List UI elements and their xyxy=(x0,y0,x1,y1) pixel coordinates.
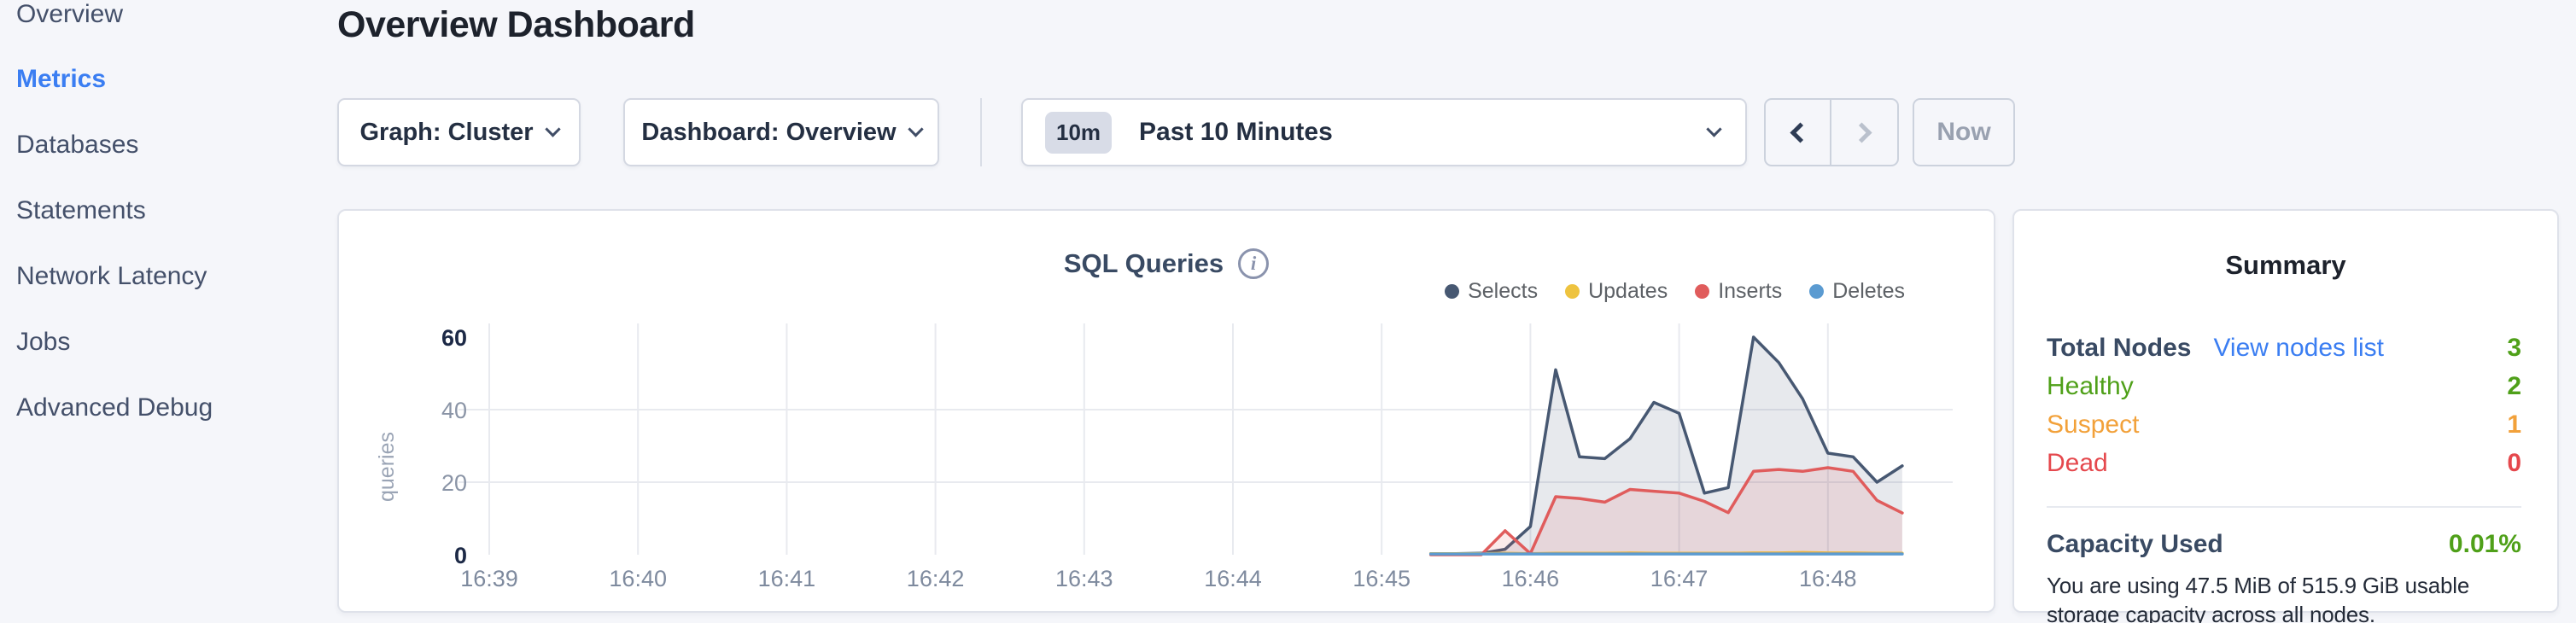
x-tick-label: 16:44 xyxy=(1204,566,1262,591)
time-range-badge: 10m xyxy=(1045,111,1113,154)
summary-panel: Summary Total Nodes View nodes list 3 Healt… xyxy=(2012,209,2559,623)
legend-label: Selects xyxy=(1468,279,1539,303)
capacity-used-value: 0.01% xyxy=(2448,530,2521,558)
chart-title: SQL Queries xyxy=(1063,248,1224,278)
x-tick-label: 16:43 xyxy=(1055,566,1113,591)
view-nodes-list-link[interactable]: View nodes list xyxy=(2213,333,2385,362)
legend-item-selects[interactable]: Selects xyxy=(1445,279,1538,304)
x-tick-label: 16:39 xyxy=(460,566,518,591)
sidebar-item-metrics[interactable]: Metrics xyxy=(16,65,107,93)
x-tick-label: 16:46 xyxy=(1502,566,1560,591)
legend-dot-icon xyxy=(1565,284,1580,299)
legend-label: Deletes xyxy=(1832,279,1905,303)
legend-dot-icon xyxy=(1445,284,1460,299)
summary-row-dead: Dead 0 xyxy=(2047,444,2521,482)
y-tick-label: 0 xyxy=(454,543,467,568)
capacity-used-label: Capacity Used xyxy=(2047,530,2223,558)
series-area-selects xyxy=(1430,337,1902,555)
toolbar-divider xyxy=(980,98,982,166)
summary-row-value: 3 xyxy=(2507,333,2521,362)
x-tick-label: 16:48 xyxy=(1799,566,1857,591)
capacity-description: You are using 47.5 MiB of 515.9 GiB usab… xyxy=(2047,573,2470,623)
dashboard-dropdown-label: Dashboard: Overview xyxy=(641,118,897,146)
y-tick-label: 20 xyxy=(441,470,467,496)
sidebar: Overview Metrics Databases Statements Networ… xyxy=(0,0,333,623)
chevron-down-icon xyxy=(1706,121,1722,137)
y-tick-label: 40 xyxy=(441,398,467,423)
series-area-inserts xyxy=(1430,468,1902,555)
page-title: Overview Dashboard xyxy=(337,4,695,45)
chevron-down-icon xyxy=(907,121,924,137)
time-range-label: Past 10 Minutes xyxy=(1139,118,1333,146)
legend-item-inserts[interactable]: Inserts xyxy=(1695,279,1782,304)
legend-dot-icon xyxy=(1695,284,1710,299)
capacity-used-row: Capacity Used 0.01% xyxy=(2047,530,2521,559)
x-tick-label: 16:47 xyxy=(1650,566,1709,591)
chevron-right-icon xyxy=(1851,121,1872,143)
sql-queries-chart[interactable]: 0 20 40 60 16:39 16:40 16:41 16:42 16:43 16:44 16:… xyxy=(339,211,1997,614)
now-button[interactable]: Now xyxy=(1913,98,2015,166)
chevron-down-icon xyxy=(544,121,561,137)
series-line-selects xyxy=(1428,335,1904,556)
summary-rows: Total Nodes View nodes list 3 Healthy 2 Suspe… xyxy=(2047,329,2521,482)
sidebar-item-jobs[interactable]: Jobs xyxy=(16,328,71,356)
y-axis-label: queries xyxy=(375,432,399,502)
legend-label: Updates xyxy=(1588,279,1668,303)
summary-row-label: Total Nodes xyxy=(2047,333,2192,362)
sidebar-item-network-latency[interactable]: Network Latency xyxy=(16,262,207,290)
summary-title: Summary xyxy=(2225,250,2346,280)
sql-queries-chart-card: SQL Queries i Selects Updates Inserts Delet… xyxy=(337,209,1995,613)
summary-row-value: 2 xyxy=(2507,371,2521,400)
graph-dropdown-label: Graph: Cluster xyxy=(359,118,534,146)
x-tick-label: 16:42 xyxy=(907,566,965,591)
summary-row-label: Suspect xyxy=(2047,410,2140,439)
summary-row-value: 1 xyxy=(2507,410,2521,439)
dashboard-dropdown[interactable]: Dashboard: Overview xyxy=(623,98,939,166)
toolbar: Graph: Cluster Dashboard: Overview 10m P… xyxy=(337,98,2015,166)
chevron-left-icon xyxy=(1790,121,1811,143)
sidebar-item-advanced-debug[interactable]: Advanced Debug xyxy=(16,393,213,422)
legend-item-updates[interactable]: Updates xyxy=(1565,279,1668,304)
chart-header: SQL Queries i xyxy=(339,248,1994,279)
summary-row-total-nodes: Total Nodes View nodes list 3 xyxy=(2047,329,2521,367)
summary-row-healthy: Healthy 2 xyxy=(2047,367,2521,405)
legend-label: Inserts xyxy=(1718,279,1783,303)
legend-item-deletes[interactable]: Deletes xyxy=(1809,279,1905,304)
x-tick-label: 16:41 xyxy=(758,566,816,591)
legend-dot-icon xyxy=(1809,284,1825,299)
sidebar-item-databases[interactable]: Databases xyxy=(16,131,139,159)
series-line-inserts xyxy=(1428,466,1904,556)
sidebar-item-statements[interactable]: Statements xyxy=(16,196,146,224)
summary-divider xyxy=(2047,506,2521,508)
time-prev-button[interactable] xyxy=(1766,100,1831,165)
summary-row-label: Dead xyxy=(2047,448,2108,477)
x-tick-label: 16:45 xyxy=(1352,566,1411,591)
y-tick-label: 60 xyxy=(441,325,467,351)
info-icon[interactable]: i xyxy=(1238,248,1270,279)
summary-row-suspect: Suspect 1 xyxy=(2047,405,2521,444)
time-range-selector[interactable]: 10m Past 10 Minutes xyxy=(1021,98,1747,166)
time-next-button[interactable] xyxy=(1831,100,1897,165)
x-tick-label: 16:40 xyxy=(609,566,667,591)
chart-legend: Selects Updates Inserts Deletes xyxy=(1445,279,1905,304)
summary-row-label: Healthy xyxy=(2047,371,2134,400)
sidebar-item-overview[interactable]: Overview xyxy=(16,0,124,28)
graph-dropdown[interactable]: Graph: Cluster xyxy=(337,98,581,166)
summary-row-value: 0 xyxy=(2507,448,2521,477)
time-step-buttons xyxy=(1764,98,1899,166)
